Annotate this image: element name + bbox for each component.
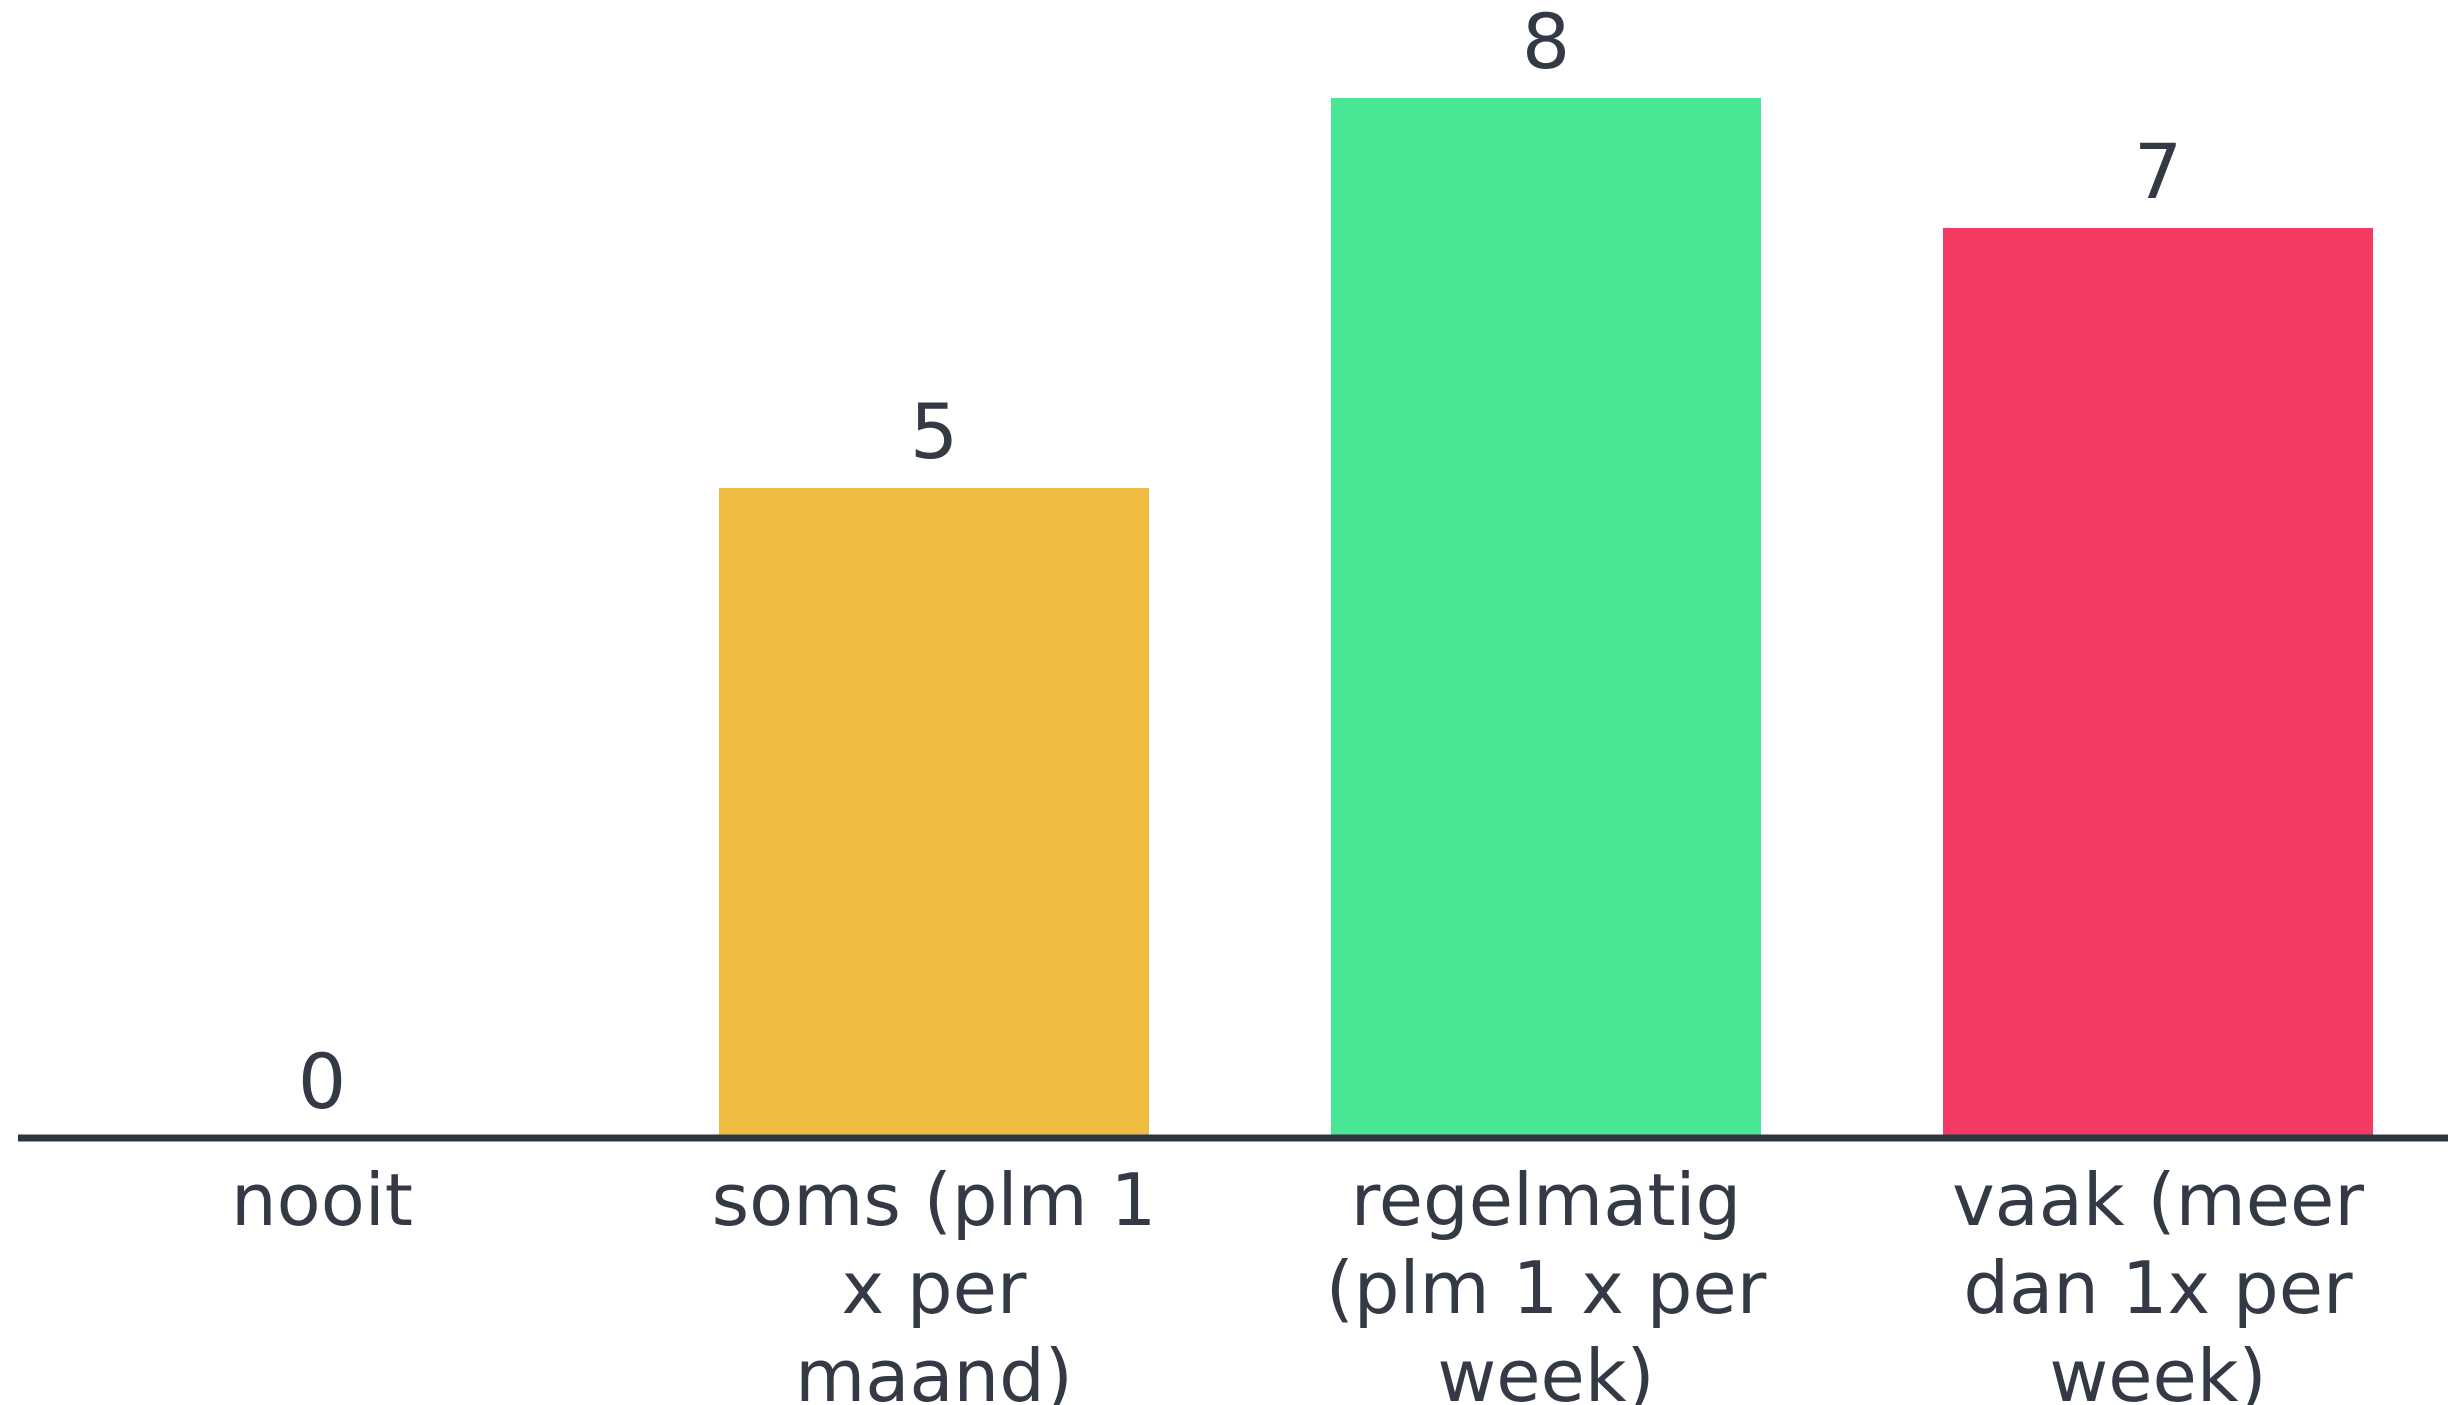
- category-label-1-line-2: maand): [795, 1334, 1073, 1405]
- category-label-2-line-0: regelmatig: [1351, 1158, 1742, 1242]
- category-label-2: regelmatig (plm 1 x per week): [1326, 1158, 1767, 1405]
- category-label-0: nooit: [231, 1158, 413, 1242]
- value-label-1: 5: [910, 387, 958, 476]
- category-label-2-line-2: week): [1437, 1334, 1654, 1405]
- category-label-1-line-1: x per: [841, 1246, 1026, 1330]
- category-label-3-line-2: week): [2049, 1334, 2266, 1405]
- category-label-3-line-0: vaak (meer: [1952, 1158, 2364, 1242]
- value-labels-group: 0 5 8 7: [298, 0, 2182, 1126]
- value-label-2: 8: [1522, 0, 1570, 86]
- value-label-3: 7: [2134, 127, 2182, 216]
- category-label-2-line-1: (plm 1 x per: [1326, 1246, 1767, 1330]
- bar-1: [719, 488, 1149, 1138]
- category-label-0-line-0: nooit: [231, 1158, 413, 1242]
- bar-3: [1943, 228, 2373, 1138]
- category-label-1-line-0: soms (plm 1: [712, 1158, 1157, 1242]
- bar-2: [1331, 98, 1761, 1138]
- category-label-3: vaak (meer dan 1x per week): [1952, 1158, 2364, 1405]
- bars-group: [719, 98, 2373, 1138]
- value-label-0: 0: [298, 1037, 346, 1126]
- category-label-3-line-1: dan 1x per: [1963, 1246, 2353, 1330]
